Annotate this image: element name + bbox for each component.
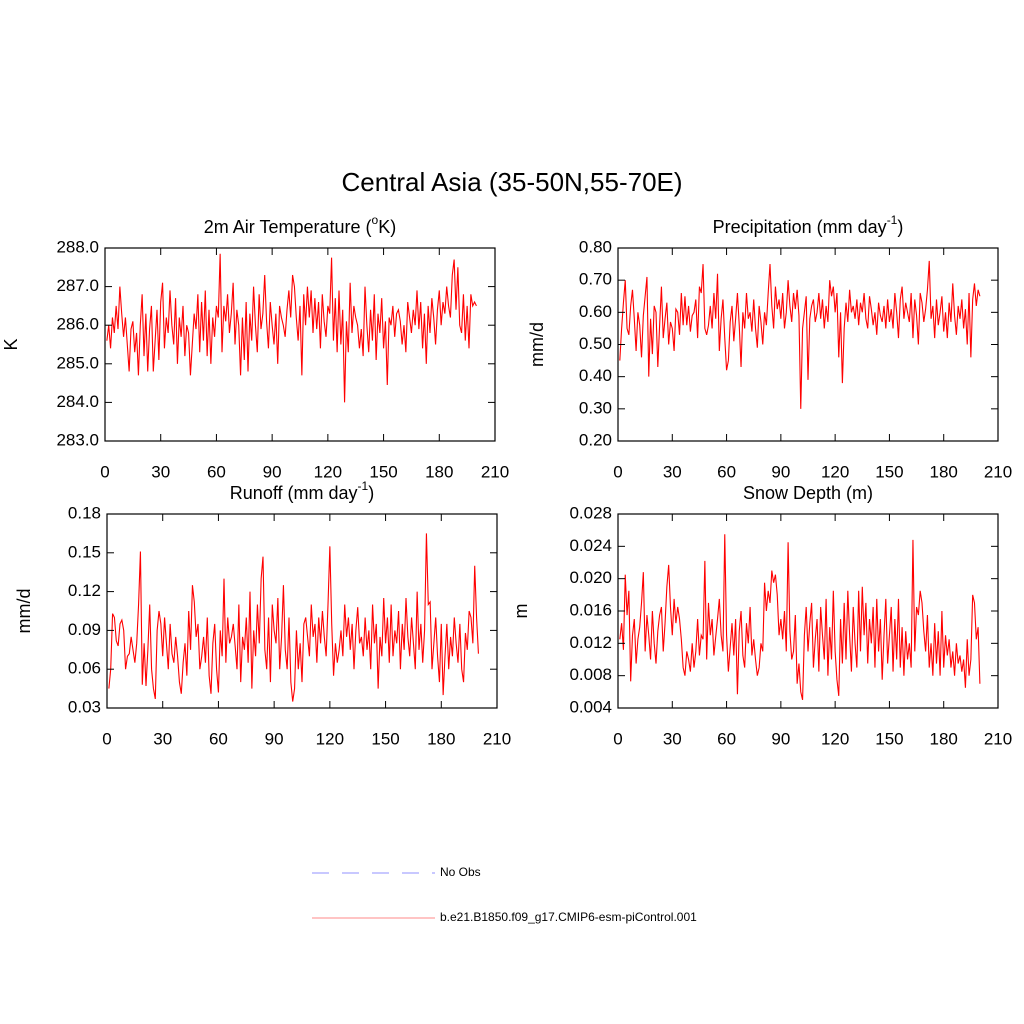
y-tick-label: 287.0 (56, 276, 99, 295)
title-superscript: -1 (358, 479, 369, 493)
y-tick-label: 0.18 (68, 503, 101, 522)
title-text: ) (897, 217, 903, 237)
y-tick-label: 288.0 (56, 237, 99, 256)
y-tick-label: 0.09 (68, 620, 101, 639)
figure-title: Central Asia (35-50N,55-70E) (341, 167, 682, 197)
x-tick-label: 30 (151, 462, 170, 481)
x-tick-label: 210 (984, 462, 1012, 481)
x-tick-label: 150 (875, 729, 903, 748)
legend-label: b.e21.B1850.f09_g17.CMIP6-esm-piControl.… (440, 910, 697, 924)
y-tick-label: 0.020 (569, 568, 612, 587)
x-tick-label: 150 (369, 462, 397, 481)
x-tick-label: 60 (717, 462, 736, 481)
y-tick-label: 0.016 (569, 600, 612, 619)
x-tick-label: 60 (207, 462, 226, 481)
x-tick-label: 90 (771, 729, 790, 748)
y-tick-label: 0.20 (579, 430, 612, 449)
y-tick-label: 0.30 (579, 398, 612, 417)
x-tick-label: 180 (930, 729, 958, 748)
data-line (108, 533, 479, 702)
data-line (619, 260, 981, 409)
x-tick-label: 60 (209, 729, 228, 748)
y-tick-label: 0.024 (569, 536, 612, 555)
y-tick-label: 0.06 (68, 659, 101, 678)
x-tick-label: 210 (483, 729, 511, 748)
x-tick-label: 0 (100, 462, 109, 481)
x-tick-label: 0 (613, 462, 622, 481)
y-tick-label: 286.0 (56, 315, 99, 334)
y-tick-label: 283.0 (56, 430, 99, 449)
y-tick-label: 0.15 (68, 542, 101, 561)
y-axis-label: mm/d (14, 589, 34, 634)
x-tick-label: 120 (314, 462, 342, 481)
x-tick-label: 30 (663, 729, 682, 748)
title-superscript: -1 (887, 213, 898, 227)
x-tick-label: 30 (153, 729, 172, 748)
panel-title: Precipitation (mm day-1) (713, 213, 904, 237)
title-text: 2m Air Temperature ( (204, 217, 372, 237)
y-axis-label: K (1, 338, 21, 350)
panel-title: Snow Depth (m) (743, 483, 873, 503)
x-tick-label: 90 (771, 462, 790, 481)
y-tick-label: 284.0 (56, 392, 99, 411)
title-text: ) (368, 483, 374, 503)
x-tick-label: 60 (717, 729, 736, 748)
y-axis-label: m (511, 604, 531, 619)
y-tick-label: 0.03 (68, 697, 101, 716)
y-tick-label: 0.70 (579, 270, 612, 289)
y-tick-label: 285.0 (56, 353, 99, 372)
x-tick-label: 0 (102, 729, 111, 748)
y-tick-label: 0.50 (579, 334, 612, 353)
x-tick-label: 120 (821, 729, 849, 748)
data-line (106, 253, 477, 403)
y-tick-label: 0.008 (569, 665, 612, 684)
title-superscript: o (372, 213, 379, 227)
y-tick-label: 0.12 (68, 581, 101, 600)
x-tick-label: 180 (427, 729, 455, 748)
x-tick-label: 150 (875, 462, 903, 481)
x-tick-label: 150 (371, 729, 399, 748)
plot-frame (106, 513, 498, 709)
x-tick-label: 120 (821, 462, 849, 481)
y-tick-label: 0.004 (569, 697, 612, 716)
title-text: Runoff (mm day (230, 483, 358, 503)
x-tick-label: 120 (316, 729, 344, 748)
plot-frame (617, 247, 999, 442)
x-tick-label: 180 (425, 462, 453, 481)
y-tick-label: 0.60 (579, 302, 612, 321)
legend-label: No Obs (440, 865, 481, 879)
title-text: K) (378, 217, 396, 237)
x-tick-label: 90 (263, 462, 282, 481)
y-axis-label: mm/d (527, 322, 547, 367)
title-text: Precipitation (mm day (713, 217, 887, 237)
plot-frame (104, 247, 496, 442)
y-tick-label: 0.028 (569, 503, 612, 522)
y-tick-label: 0.40 (579, 366, 612, 385)
panel-title: Runoff (mm day-1) (230, 479, 374, 503)
x-tick-label: 180 (930, 462, 958, 481)
x-tick-label: 210 (481, 462, 509, 481)
panel-title: 2m Air Temperature (oK) (204, 213, 396, 237)
x-tick-label: 90 (265, 729, 284, 748)
x-tick-label: 30 (663, 462, 682, 481)
y-tick-label: 0.80 (579, 237, 612, 256)
x-tick-label: 0 (613, 729, 622, 748)
data-line (619, 534, 981, 701)
y-tick-label: 0.012 (569, 633, 612, 652)
x-tick-label: 210 (984, 729, 1012, 748)
